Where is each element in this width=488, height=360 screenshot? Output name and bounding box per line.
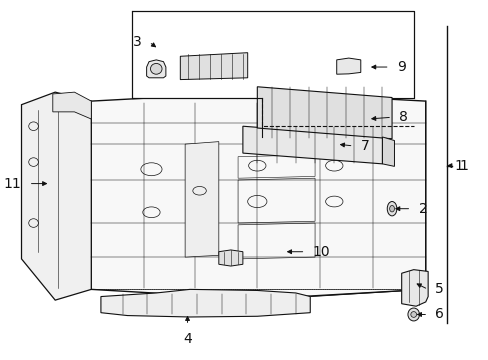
Polygon shape [53, 92, 91, 119]
Text: 5: 5 [434, 282, 443, 296]
Text: 1: 1 [454, 159, 463, 173]
Text: 9: 9 [396, 60, 405, 74]
Polygon shape [21, 92, 91, 300]
Ellipse shape [150, 63, 162, 74]
Text: 10: 10 [312, 245, 329, 259]
Polygon shape [101, 289, 309, 317]
Text: 11: 11 [4, 177, 21, 190]
Polygon shape [257, 87, 391, 139]
Ellipse shape [410, 312, 416, 318]
Ellipse shape [386, 202, 396, 216]
Polygon shape [218, 250, 243, 266]
Polygon shape [382, 137, 394, 166]
Polygon shape [336, 58, 360, 74]
Polygon shape [146, 60, 165, 78]
Text: 4: 4 [183, 332, 191, 346]
Text: 7: 7 [360, 139, 369, 153]
Polygon shape [91, 92, 425, 299]
Polygon shape [132, 12, 413, 98]
Ellipse shape [407, 308, 419, 321]
Polygon shape [243, 126, 382, 164]
Text: 3: 3 [133, 35, 142, 49]
Text: 2: 2 [418, 202, 427, 216]
Polygon shape [185, 141, 218, 257]
Text: 6: 6 [434, 307, 443, 321]
Text: 8: 8 [399, 110, 407, 124]
Ellipse shape [389, 206, 394, 212]
Polygon shape [180, 53, 247, 80]
Text: 1: 1 [459, 159, 468, 173]
Polygon shape [401, 270, 427, 306]
